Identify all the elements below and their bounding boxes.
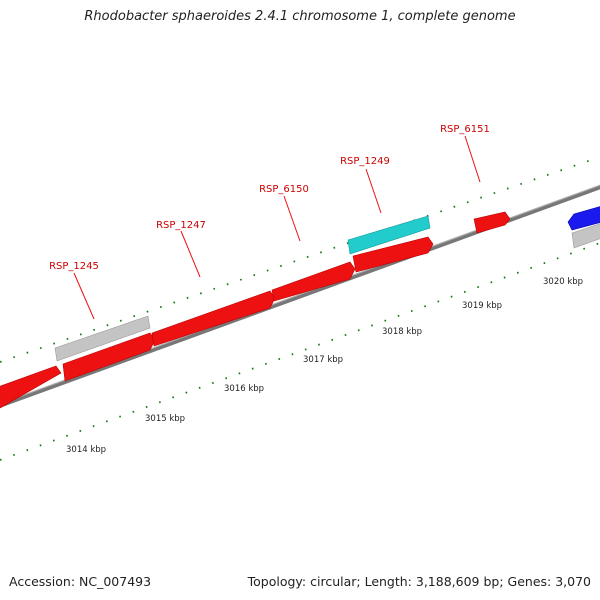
scale-label: 3020 kbp [543, 277, 583, 287]
scale-label: 3016 kbp [224, 384, 264, 394]
page-title: Rhodobacter sphaeroides 2.4.1 chromosome… [84, 9, 516, 24]
chromosome-backbone-highlight [0, 184, 600, 405]
gene-block[interactable] [54, 315, 151, 362]
scale-label: 3018 kbp [382, 327, 422, 337]
scale-labels: 3014 kbp 3015 kbp 3016 kbp 3017 kbp 3018… [66, 277, 583, 455]
highlighted-gene[interactable] [347, 215, 431, 255]
gene-arrow[interactable] [0, 365, 62, 409]
scale-label: 3014 kbp [66, 445, 106, 455]
genome-summary: Topology: circular; Length: 3,188,609 bp… [247, 574, 591, 589]
reverse-gene-arrow[interactable] [567, 206, 600, 231]
scale-label: 3019 kbp [462, 301, 502, 311]
chromosome-backbone [0, 185, 600, 408]
gene-callouts [73, 135, 481, 320]
pseudo-genes [54, 223, 600, 362]
gene-label[interactable]: RSP_1245 [49, 261, 99, 272]
lower-tick-row [0, 242, 600, 461]
gene-label[interactable]: RSP_1249 [340, 156, 390, 167]
accession-text: Accession: NC_007493 [9, 574, 152, 589]
gene-arrow[interactable] [151, 290, 276, 347]
scale-label: 3015 kbp [145, 414, 185, 424]
gene-labels: RSP_1245 RSP_1247 RSP_6150 RSP_1249 RSP_… [49, 124, 490, 272]
scale-label: 3017 kbp [303, 355, 343, 365]
gene-arrow[interactable] [352, 236, 434, 273]
gene-arrow[interactable] [62, 332, 156, 382]
gene-label[interactable]: RSP_6151 [440, 124, 490, 135]
gene-block[interactable] [571, 223, 600, 249]
forward-strand-genes [0, 211, 511, 409]
gene-arrow[interactable] [271, 261, 356, 302]
gene-label[interactable]: RSP_6150 [259, 184, 309, 195]
gene-label[interactable]: RSP_1247 [156, 220, 206, 231]
gene-arrow[interactable] [473, 211, 511, 234]
